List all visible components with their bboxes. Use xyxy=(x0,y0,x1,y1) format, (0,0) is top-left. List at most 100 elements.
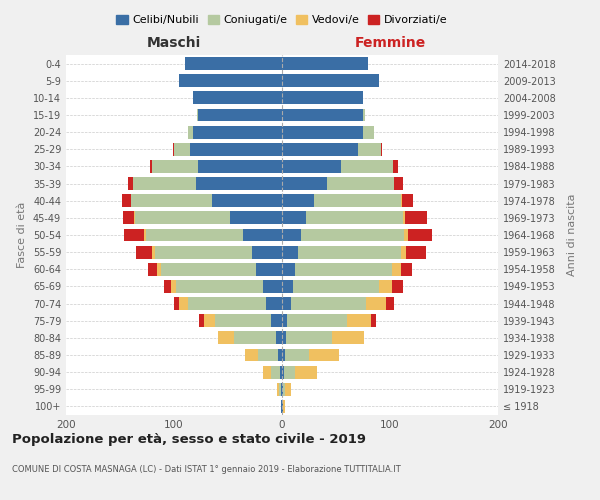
Bar xyxy=(188,126,193,138)
Bar xyxy=(379,280,392,293)
Bar xyxy=(278,348,282,362)
Bar xyxy=(401,246,406,258)
Bar xyxy=(282,383,283,396)
Bar xyxy=(197,108,198,122)
Bar xyxy=(341,160,393,173)
Bar xyxy=(363,126,374,138)
Bar xyxy=(401,263,412,276)
Bar xyxy=(122,194,131,207)
Bar xyxy=(136,246,152,258)
Bar xyxy=(295,263,392,276)
Bar xyxy=(263,366,271,378)
Bar xyxy=(314,194,401,207)
Bar xyxy=(277,383,279,396)
Bar xyxy=(190,143,282,156)
Bar xyxy=(266,297,282,310)
Bar xyxy=(134,212,135,224)
Bar xyxy=(135,212,230,224)
Bar xyxy=(256,263,282,276)
Bar xyxy=(152,160,198,173)
Bar xyxy=(283,400,285,413)
Bar xyxy=(282,57,368,70)
Bar xyxy=(306,212,403,224)
Bar xyxy=(309,348,339,362)
Bar xyxy=(252,246,282,258)
Bar xyxy=(293,280,379,293)
Bar xyxy=(155,246,252,258)
Bar xyxy=(258,348,278,362)
Bar xyxy=(409,228,432,241)
Bar xyxy=(282,160,341,173)
Bar xyxy=(406,246,425,258)
Bar xyxy=(176,280,263,293)
Bar xyxy=(404,228,409,241)
Bar xyxy=(263,280,282,293)
Bar xyxy=(403,212,405,224)
Bar xyxy=(363,108,365,122)
Bar xyxy=(282,246,298,258)
Bar xyxy=(401,194,402,207)
Bar xyxy=(287,314,347,327)
Bar xyxy=(128,177,133,190)
Bar xyxy=(282,74,379,87)
Bar xyxy=(124,228,144,241)
Bar xyxy=(282,366,284,378)
Bar xyxy=(131,194,212,207)
Bar xyxy=(392,263,401,276)
Bar xyxy=(204,314,215,327)
Bar xyxy=(393,160,398,173)
Bar xyxy=(290,297,366,310)
Bar xyxy=(282,297,290,310)
Bar xyxy=(286,332,332,344)
Bar xyxy=(282,126,363,138)
Bar xyxy=(301,228,404,241)
Bar xyxy=(282,228,301,241)
Bar xyxy=(235,332,275,344)
Bar xyxy=(198,108,282,122)
Legend: Celibi/Nubili, Coniugati/e, Vedovi/e, Divorziati/e: Celibi/Nubili, Coniugati/e, Vedovi/e, Di… xyxy=(112,10,452,30)
Text: Popolazione per età, sesso e stato civile - 2019: Popolazione per età, sesso e stato civil… xyxy=(12,432,366,446)
Bar xyxy=(164,280,171,293)
Bar xyxy=(157,263,161,276)
Bar xyxy=(193,92,282,104)
Bar xyxy=(185,57,282,70)
Bar xyxy=(133,177,196,190)
Bar xyxy=(386,297,394,310)
Bar xyxy=(295,366,317,378)
Bar xyxy=(245,348,258,362)
Bar xyxy=(199,314,204,327)
Y-axis label: Anni di nascita: Anni di nascita xyxy=(567,194,577,276)
Bar xyxy=(144,228,146,241)
Bar xyxy=(392,280,403,293)
Bar xyxy=(174,143,190,156)
Bar xyxy=(275,332,282,344)
Bar xyxy=(198,160,282,173)
Bar xyxy=(298,246,401,258)
Bar xyxy=(271,366,280,378)
Bar xyxy=(173,143,174,156)
Text: COMUNE DI COSTA MASNAGA (LC) - Dati ISTAT 1° gennaio 2019 - Elaborazione TUTTITA: COMUNE DI COSTA MASNAGA (LC) - Dati ISTA… xyxy=(12,466,401,474)
Bar xyxy=(282,194,314,207)
Bar xyxy=(371,314,376,327)
Bar xyxy=(282,177,328,190)
Bar xyxy=(282,263,295,276)
Bar xyxy=(282,92,363,104)
Bar xyxy=(148,263,157,276)
Bar xyxy=(402,194,413,207)
Bar xyxy=(282,143,358,156)
Text: Femmine: Femmine xyxy=(355,36,425,50)
Bar xyxy=(230,212,282,224)
Bar xyxy=(358,143,382,156)
Bar xyxy=(179,74,282,87)
Text: Maschi: Maschi xyxy=(147,36,201,50)
Bar xyxy=(282,400,283,413)
Y-axis label: Fasce di età: Fasce di età xyxy=(17,202,27,268)
Bar xyxy=(271,314,282,327)
Bar xyxy=(212,194,282,207)
Bar xyxy=(179,297,188,310)
Bar xyxy=(281,383,282,396)
Bar xyxy=(347,314,371,327)
Bar xyxy=(171,280,176,293)
Bar xyxy=(188,297,266,310)
Bar xyxy=(332,332,364,344)
